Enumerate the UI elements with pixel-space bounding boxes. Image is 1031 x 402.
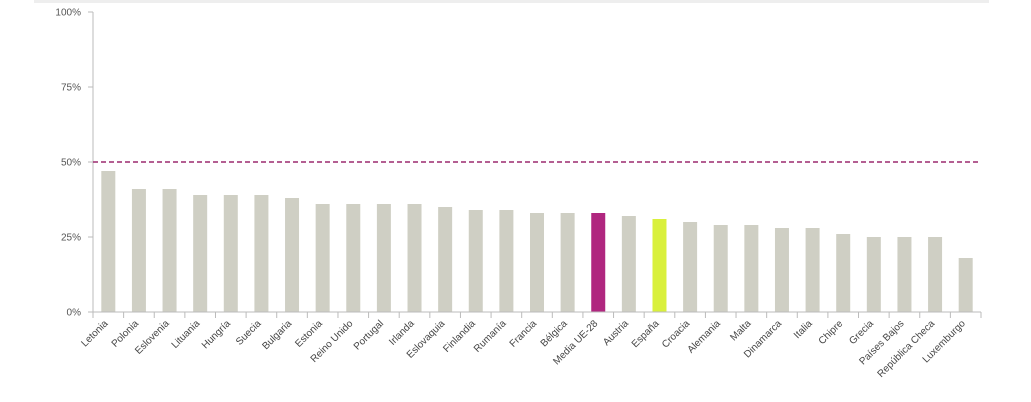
x-tick-label: Lituania xyxy=(170,318,203,351)
bar-dinamarca xyxy=(774,228,789,312)
x-tick-label: Chipre xyxy=(817,318,846,347)
bar-eslovaquia xyxy=(438,207,453,312)
y-tick-label: 100% xyxy=(55,8,81,19)
bar-portugal xyxy=(376,204,391,312)
y-tick-label: 0% xyxy=(67,308,82,319)
bar-francia xyxy=(530,213,544,312)
bar-rumanía xyxy=(499,210,514,312)
bar-lituania xyxy=(193,195,208,312)
x-tick-label: Grecia xyxy=(847,318,876,347)
bar-españa xyxy=(652,219,667,312)
x-tick-label: Portugal xyxy=(352,318,386,352)
x-tick-label: Finlandia xyxy=(441,318,478,355)
bar-malta xyxy=(744,225,759,312)
bar-italia xyxy=(805,228,820,312)
x-tick-label: Letonia xyxy=(79,318,110,349)
bar-hungría xyxy=(223,195,238,312)
bar-chipre xyxy=(836,234,851,312)
bar-austria xyxy=(621,216,636,312)
y-tick-label: 25% xyxy=(61,233,81,244)
x-tick-label: Irlanda xyxy=(387,318,417,348)
bar-grecia xyxy=(866,237,881,312)
bar-reino-unido xyxy=(346,204,361,312)
x-tick-label: Suecia xyxy=(234,318,264,348)
x-tick-label: Francia xyxy=(508,318,540,350)
bar-república-checa xyxy=(928,237,943,312)
x-tick-label: Hungría xyxy=(200,318,233,351)
bar-luxemburgo xyxy=(958,258,973,312)
bar-croacia xyxy=(683,222,698,312)
top-divider xyxy=(34,0,989,3)
x-tick-label: Austria xyxy=(601,318,631,348)
bar-eslovenia xyxy=(162,189,177,312)
x-tick-label: España xyxy=(630,318,662,350)
bar-finlandia xyxy=(468,210,483,312)
bar-alemania xyxy=(713,225,728,312)
y-axis: 0% 25% 50% 75% 100% xyxy=(55,8,94,319)
bar-bulgaria xyxy=(285,198,300,312)
bar-polonia xyxy=(131,189,146,312)
x-tick-label: Alemania xyxy=(686,318,724,356)
bar-media-ue-28 xyxy=(591,213,606,312)
bar-letonia xyxy=(101,171,116,312)
bars xyxy=(101,171,973,312)
x-tick-label: Bulgaria xyxy=(260,318,294,352)
x-tick-label: Rumanía xyxy=(472,318,509,355)
y-tick-label: 50% xyxy=(61,158,81,169)
bar-estonia xyxy=(315,204,330,312)
bar-suecia xyxy=(254,195,269,312)
x-tick-label: Eslovenia xyxy=(133,318,172,357)
bar-bélgica xyxy=(560,213,575,312)
x-tick-label: Malta xyxy=(728,318,753,343)
x-tick-label: Italia xyxy=(792,318,815,341)
bar-países-bajos xyxy=(897,237,912,312)
y-tick-label: 75% xyxy=(61,83,81,94)
bar-irlanda xyxy=(407,204,422,312)
